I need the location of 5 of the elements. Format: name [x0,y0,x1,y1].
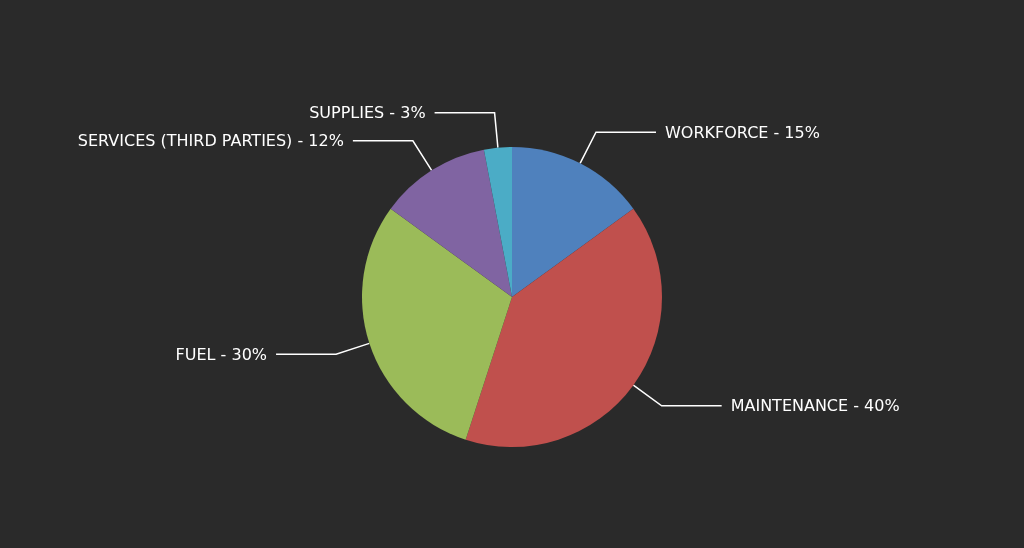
slice-label: SUPPLIES - 3% [309,103,426,123]
slice-label: FUEL - 30% [175,344,268,364]
slice-label: SERVICES (THIRD PARTIES) - 12% [77,131,344,151]
slice-label: MAINTENANCE - 40% [730,396,900,416]
slice-label: WORKFORCE - 15% [664,122,820,142]
